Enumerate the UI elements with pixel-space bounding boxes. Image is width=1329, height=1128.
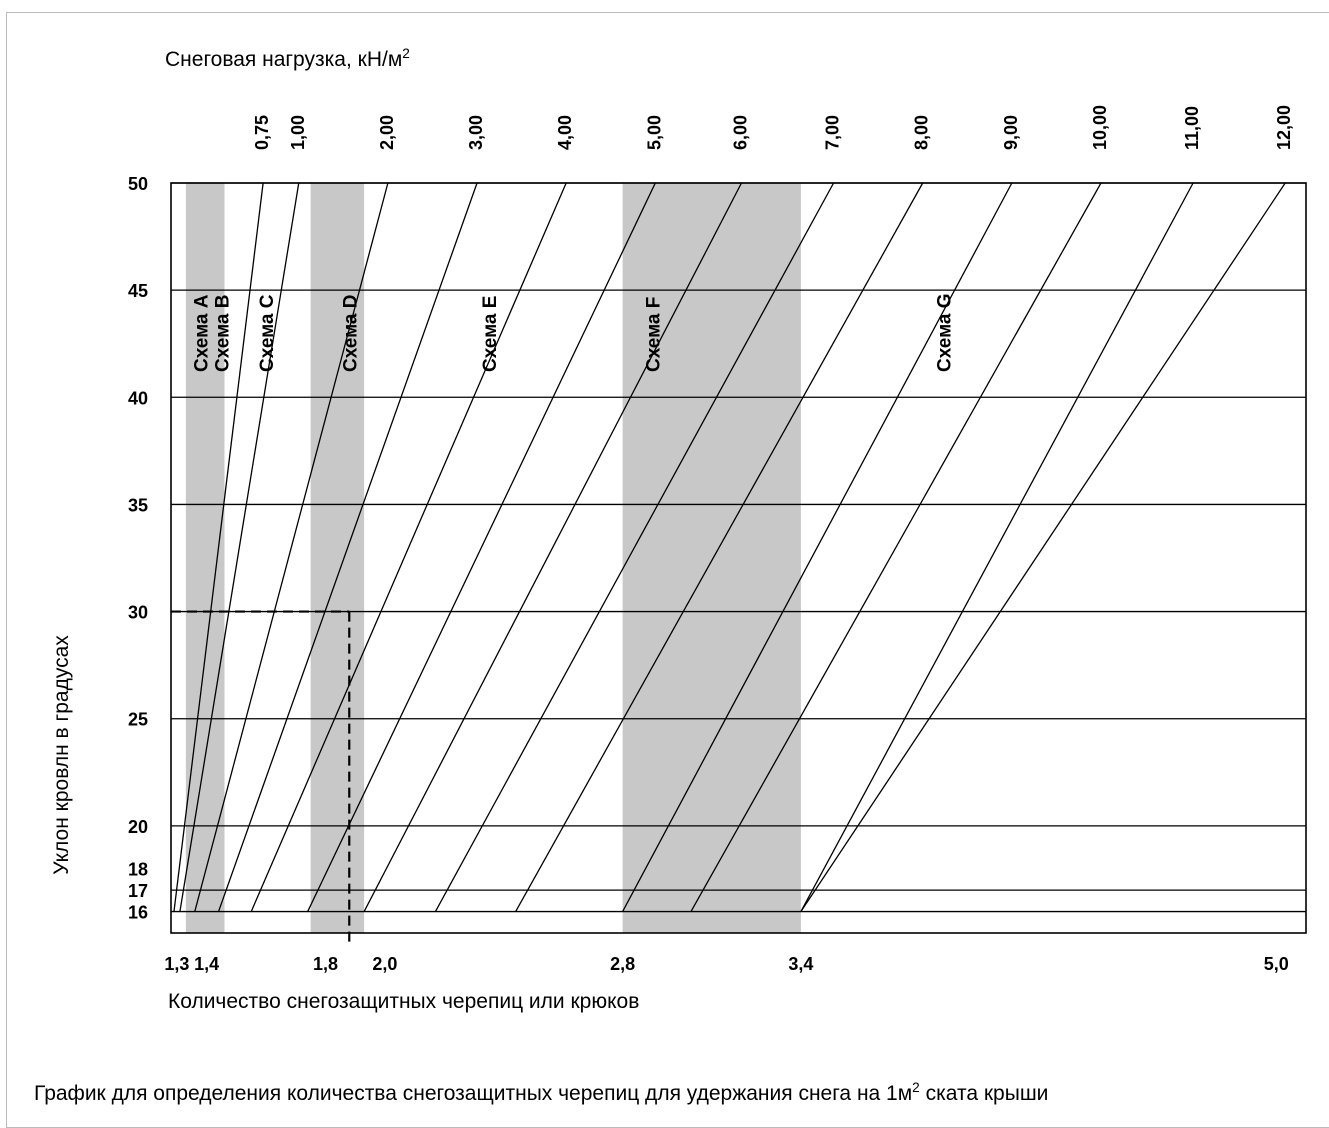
y-tick-label: 18 [128, 860, 148, 880]
series-line [250, 182, 567, 912]
plot-frame [170, 182, 1307, 934]
x-tick-label: 2,8 [610, 954, 635, 974]
y-tick-label: 50 [128, 174, 148, 194]
scheme-label: Схема C [257, 294, 278, 372]
scheme-label: Схема E [480, 296, 501, 372]
y-tick-label: 17 [128, 881, 148, 901]
series-line [690, 182, 1102, 912]
y-tick-label: 45 [128, 281, 148, 301]
shaded-band [185, 183, 225, 933]
series-line [622, 182, 1013, 912]
series-label: 2,00 [377, 115, 397, 150]
scheme-label: Схема D [340, 294, 361, 372]
scheme-label: Схема F [643, 297, 664, 372]
x-axis-label: Количество снегозащитных черепиц или крю… [168, 990, 640, 1013]
x-tick-label: 1,8 [313, 954, 338, 974]
series-label: 5,00 [644, 115, 664, 150]
series-line [307, 182, 656, 912]
series-label: 12,00 [1274, 105, 1294, 150]
y-axis-label: Уклон кровлн в градусах [50, 635, 73, 875]
scheme-label: Схема A [192, 294, 213, 372]
y-tick-label: 35 [128, 495, 148, 515]
series-line [434, 182, 835, 912]
x-tick-label: 1,4 [194, 954, 219, 974]
series-label: 0,75 [252, 115, 272, 150]
x-tick-label: 3,4 [788, 954, 813, 974]
series-line [515, 182, 924, 912]
series-line [194, 182, 389, 912]
series-line [217, 182, 478, 912]
top-axis-title: Снеговая нагрузка, кН/м2 [165, 46, 410, 71]
scheme-label: Схема G [935, 293, 956, 372]
y-tick-label: 40 [128, 388, 148, 408]
series-label: 3,00 [466, 115, 486, 150]
series-label: 8,00 [912, 115, 932, 150]
series-label: 7,00 [823, 115, 843, 150]
series-line [173, 182, 264, 912]
series-label: 9,00 [1001, 115, 1021, 150]
series-line [179, 182, 300, 912]
series-line [363, 182, 743, 912]
y-tick-label: 16 [128, 903, 148, 923]
series-label: 6,00 [730, 115, 750, 150]
series-label: 10,00 [1090, 105, 1110, 150]
x-tick-label: 5,0 [1264, 954, 1289, 974]
series-label: 11,00 [1182, 106, 1202, 150]
y-tick-label: 30 [128, 603, 148, 623]
y-tick-label: 20 [128, 817, 148, 837]
series-label: 4,00 [555, 115, 575, 150]
x-tick-label: 2,0 [372, 954, 397, 974]
series-line [800, 182, 1286, 912]
y-tick-label: 25 [128, 710, 148, 730]
series-label: 1,00 [288, 115, 308, 150]
shaded-band [622, 183, 801, 933]
series-line [800, 182, 1194, 912]
scheme-label: Схема B [213, 294, 234, 372]
x-tick-label: 1,3 [164, 954, 189, 974]
figure-caption: График для определения количества снегоз… [34, 1080, 1049, 1105]
